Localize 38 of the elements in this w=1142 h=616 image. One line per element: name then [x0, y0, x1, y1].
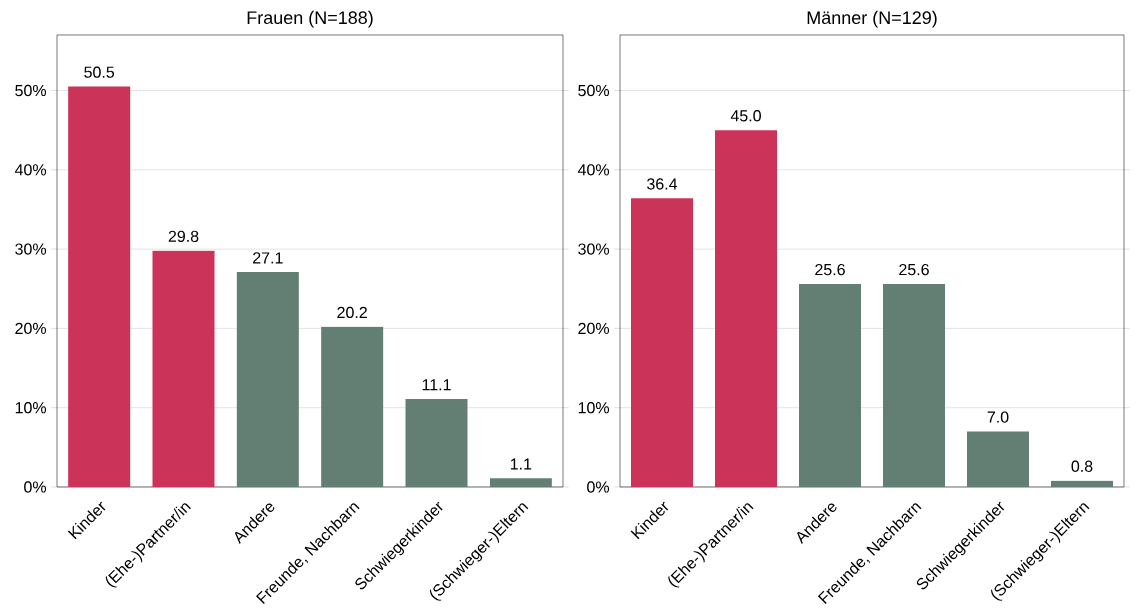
y-tick-label: 30%: [15, 243, 47, 255]
y-tick-label: 40%: [577, 164, 610, 176]
data-label: 25.6: [899, 263, 929, 276]
data-label: 0.8: [1071, 460, 1093, 472]
chart-title: Frauen (N=188): [247, 10, 373, 28]
y-tick-label: 10%: [578, 402, 610, 414]
bar: [405, 398, 468, 487]
data-label: 27.1: [253, 252, 283, 264]
y-tick-label: 10%: [15, 402, 47, 414]
data-label: 1.1: [510, 458, 532, 470]
data-label: 20.2: [337, 306, 367, 319]
bar: [631, 198, 693, 487]
bar: [1051, 480, 1113, 487]
data-label: 45.0: [730, 110, 761, 122]
y-tick-label: 0%: [24, 481, 47, 493]
bar: [883, 283, 945, 487]
data-label: 25.6: [815, 263, 845, 276]
bar: [68, 86, 131, 487]
data-label: 11.1: [422, 379, 451, 391]
data-label: 36.4: [647, 178, 678, 190]
data-label: 7.0: [987, 411, 1009, 423]
bar: [152, 250, 215, 487]
bar: [236, 272, 299, 487]
bar: [489, 478, 552, 487]
bar: [321, 326, 384, 487]
y-tick-label: 30%: [578, 243, 610, 255]
y-tick-label: 0%: [587, 481, 610, 493]
bar: [799, 283, 861, 487]
y-tick-label: 50%: [15, 84, 47, 97]
bar: [715, 130, 777, 487]
y-tick-label: 50%: [578, 84, 610, 97]
y-tick-label: 40%: [14, 164, 47, 176]
y-tick-label: 20%: [15, 322, 47, 335]
data-label: 29.8: [168, 230, 199, 242]
data-label: 50.5: [84, 66, 115, 78]
bar: [967, 431, 1029, 487]
chart-title: Männer (N=129): [807, 10, 937, 28]
y-tick-label: 20%: [578, 322, 610, 335]
